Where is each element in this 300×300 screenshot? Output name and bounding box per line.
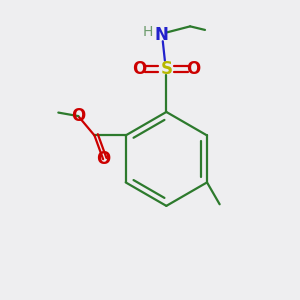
Text: O: O [186,60,200,78]
Text: H: H [142,25,153,39]
Text: O: O [71,107,85,125]
Text: N: N [155,26,169,44]
Text: S: S [160,60,172,78]
Text: O: O [133,60,147,78]
Text: O: O [96,150,110,168]
